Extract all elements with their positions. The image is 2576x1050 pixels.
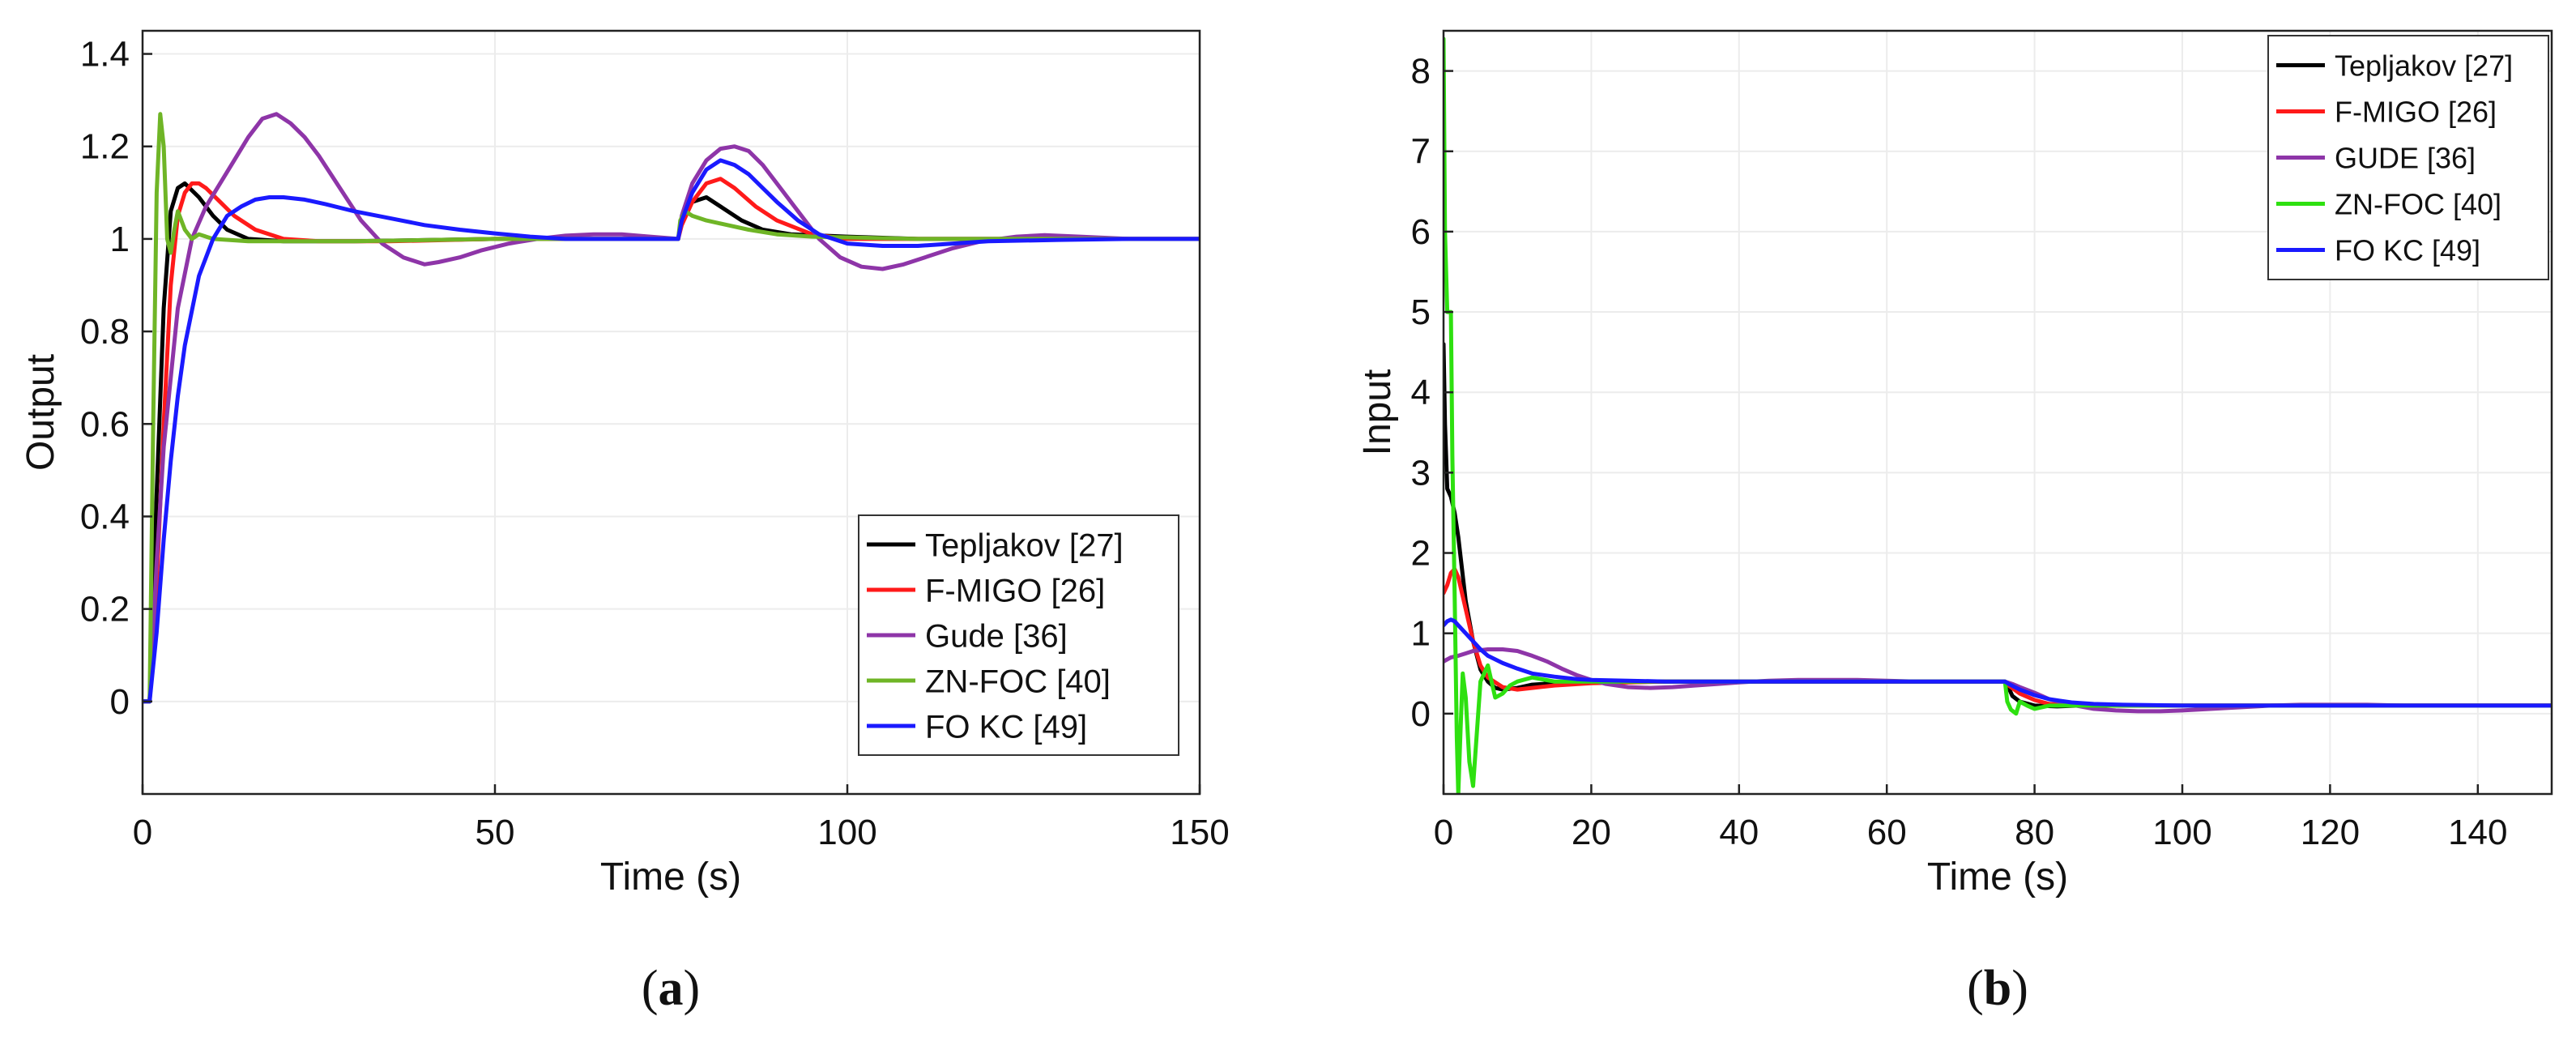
x-tick-label: 150 — [1170, 813, 1229, 852]
x-tick-label: 20 — [1572, 813, 1611, 852]
axis-ticks: 0 50 100 150 0 0.2 0.4 0.6 0.8 1 1.2 1.4 — [80, 35, 1230, 852]
x-tick-label: 140 — [2448, 813, 2507, 852]
panel-caption: (b) — [1967, 961, 2028, 1016]
legend-label: GUDE [36] — [2335, 141, 2476, 174]
legend-label: Tepljakov [27] — [925, 527, 1124, 563]
legend-label: FO KC [49] — [925, 709, 1087, 745]
legend-label: ZN-FOC [40] — [2335, 187, 2501, 220]
axis-ticks: 0 20 40 60 80 100 120 140 0 1 2 3 4 5 6 7 8 — [1411, 52, 2508, 852]
legend-item: FO KC [49] — [2276, 233, 2480, 267]
panel-caption: (a) — [642, 961, 700, 1016]
y-tick-label: 5 — [1411, 292, 1431, 332]
y-tick-label: 8 — [1411, 52, 1431, 92]
legend-item: F-MIGO [26] — [867, 573, 1105, 608]
legend-label: Gude [36] — [925, 618, 1068, 654]
plot-area-frame — [141, 29, 1201, 796]
y-tick-label: 4 — [1411, 373, 1431, 412]
y-tick-label: 6 — [1411, 212, 1431, 252]
series-lines — [143, 112, 1200, 704]
legend-item: ZN-FOC [40] — [2276, 187, 2501, 220]
legend-item: GUDE [36] — [2276, 141, 2476, 174]
y-tick-label: 3 — [1411, 453, 1431, 493]
x-tick-label: 60 — [1867, 813, 1907, 852]
series-line-zn-foc-40 — [143, 112, 1200, 704]
x-tick-label: 100 — [2152, 813, 2211, 852]
x-tick-label: 0 — [1434, 813, 1453, 852]
y-axis-label: Output — [19, 354, 62, 471]
legend-label: F-MIGO [26] — [925, 573, 1105, 608]
y-axis-label: Input — [1356, 369, 1399, 456]
y-tick-label: 0 — [1411, 694, 1431, 734]
input-chart-panel: 0 20 40 60 80 100 120 140 0 1 2 3 4 5 6 7 8 Time (s) Inp… — [1356, 29, 2553, 1016]
x-axis-label: Time (s) — [600, 856, 741, 898]
y-tick-label: 0.4 — [80, 497, 130, 536]
output-chart-panel: 0 50 100 150 0 0.2 0.4 0.6 0.8 1 1.2 1.4 Time (s) O… — [19, 29, 1230, 1016]
plot-area-frame — [1442, 29, 2553, 796]
y-tick-label: 1.2 — [80, 127, 130, 167]
series-line-fo-kc-49 — [143, 158, 1200, 704]
y-tick-label: 1 — [1411, 614, 1431, 654]
legend-item: Gude [36] — [867, 618, 1068, 654]
legend-label: F-MIGO [26] — [2335, 95, 2497, 128]
x-tick-label: 0 — [133, 813, 152, 852]
x-tick-label: 50 — [476, 813, 515, 852]
y-tick-label: 7 — [1411, 132, 1431, 172]
y-tick-label: 0.8 — [80, 312, 130, 352]
series-lines — [1444, 36, 2552, 794]
legend-item: FO KC [49] — [867, 709, 1087, 745]
legend-item: ZN-FOC [40] — [867, 664, 1111, 699]
x-tick-label: 100 — [817, 813, 876, 852]
x-tick-label: 40 — [1719, 813, 1759, 852]
y-tick-label: 2 — [1411, 534, 1431, 574]
y-tick-label: 0.2 — [80, 590, 130, 630]
y-tick-label: 1 — [110, 220, 130, 259]
legend-item: Tepljakov [27] — [2276, 49, 2513, 82]
x-tick-label: 80 — [2015, 813, 2054, 852]
y-tick-label: 1.4 — [80, 35, 130, 75]
legend-label: ZN-FOC [40] — [925, 664, 1111, 699]
x-tick-label: 120 — [2301, 813, 2360, 852]
legend: Tepljakov [27] F-MIGO [26] GUDE [36] ZN-FOC… — [2267, 35, 2549, 280]
y-tick-label: 0 — [110, 682, 130, 722]
y-tick-label: 0.6 — [80, 404, 130, 444]
x-axis-label: Time (s) — [1927, 856, 2068, 898]
legend-label: FO KC [49] — [2335, 233, 2480, 267]
series-line-fo-kc-49 — [1444, 617, 2552, 708]
series-line-gude-36 — [143, 112, 1200, 704]
legend: Tepljakov [27] F-MIGO [26] Gude [36] ZN-FOC… — [858, 514, 1179, 756]
legend-item: Tepljakov [27] — [867, 527, 1124, 563]
legend-label: Tepljakov [27] — [2335, 49, 2513, 82]
legend-item: F-MIGO [26] — [2276, 95, 2497, 128]
